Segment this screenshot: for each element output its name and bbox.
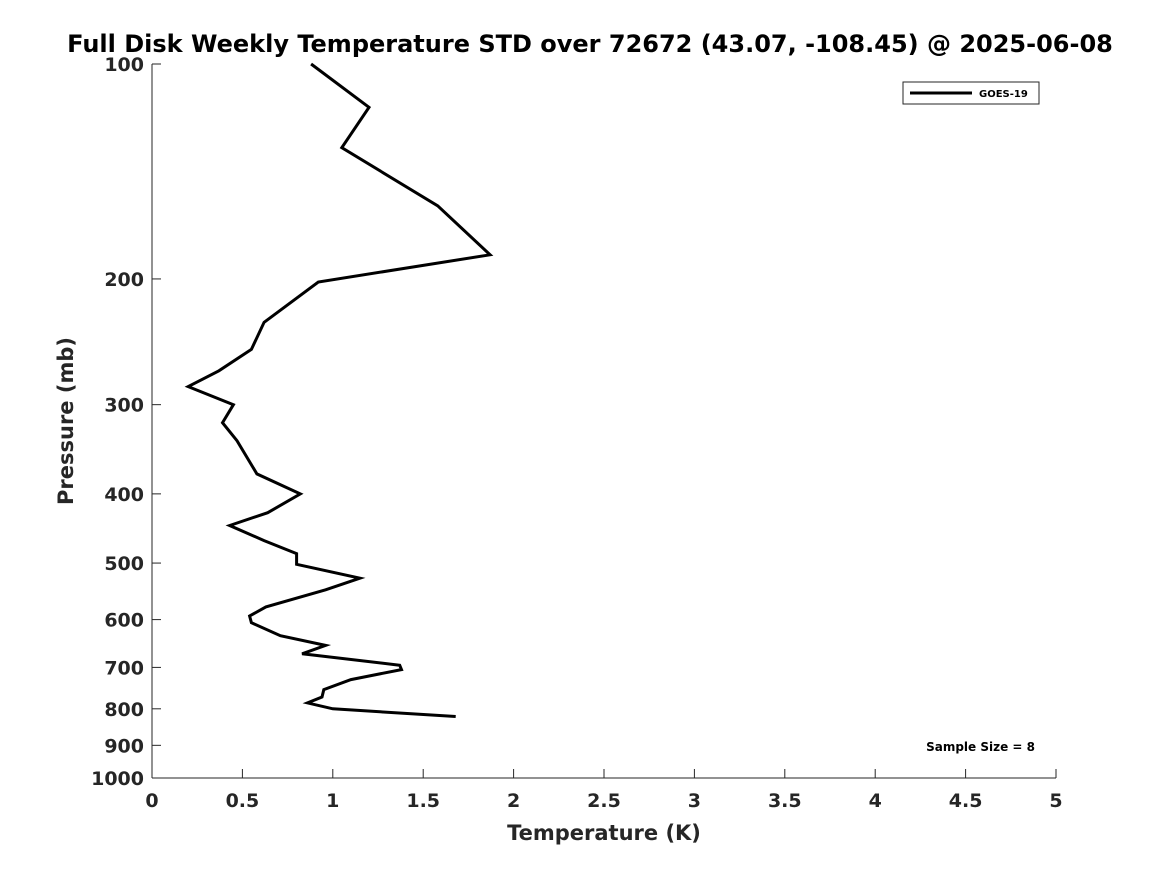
series-layer: [184, 62, 494, 718]
legend-label-goes-19: GOES-19: [979, 89, 1028, 100]
y-axis-ticks: 100 200 300 400 500 600 700 800 900 1000: [91, 54, 161, 790]
legend: GOES-19: [902, 81, 1040, 105]
y-tick-label: 300: [104, 395, 144, 417]
y-tick-label: 200: [104, 269, 144, 291]
x-tick-label: 2.5: [587, 790, 621, 812]
x-tick-label: 4.5: [949, 790, 983, 812]
y-tick-label: 700: [104, 657, 144, 679]
chart-title: Full Disk Weekly Temperature STD over 72…: [67, 30, 1113, 58]
y-tick-label: 800: [104, 699, 144, 721]
x-axis-ticks: 0 0.5 1 1.5 2 2.5 3 3.5 4 4.5 5: [145, 769, 1063, 812]
y-tick-label: 600: [104, 610, 144, 632]
y-axis-label: Pressure (mb): [54, 337, 78, 505]
y-tick-label: 500: [104, 553, 144, 575]
sample-size-annotation: Sample Size = 8: [926, 740, 1035, 754]
y-tick-label: 1000: [91, 768, 144, 790]
x-tick-label: 0: [145, 790, 158, 812]
x-axis-label: Temperature (K): [507, 821, 701, 845]
y-tick-label: 400: [104, 484, 144, 506]
x-tick-label: 2: [507, 790, 520, 812]
x-tick-label: 0.5: [226, 790, 260, 812]
y-tick-label: 100: [104, 54, 144, 76]
x-tick-label: 1: [326, 790, 339, 812]
y-tick-label: 900: [104, 735, 144, 757]
series-line-goes-19: [184, 62, 494, 718]
x-tick-label: 3: [688, 790, 701, 812]
plot-area: 0 0.5 1 1.5 2 2.5 3 3.5 4 4.5 5 100 200 300 400 500 600…: [91, 54, 1063, 812]
x-tick-label: 3.5: [768, 790, 802, 812]
x-tick-label: 1.5: [406, 790, 440, 812]
x-tick-label: 5: [1049, 790, 1062, 812]
x-tick-label: 4: [869, 790, 882, 812]
